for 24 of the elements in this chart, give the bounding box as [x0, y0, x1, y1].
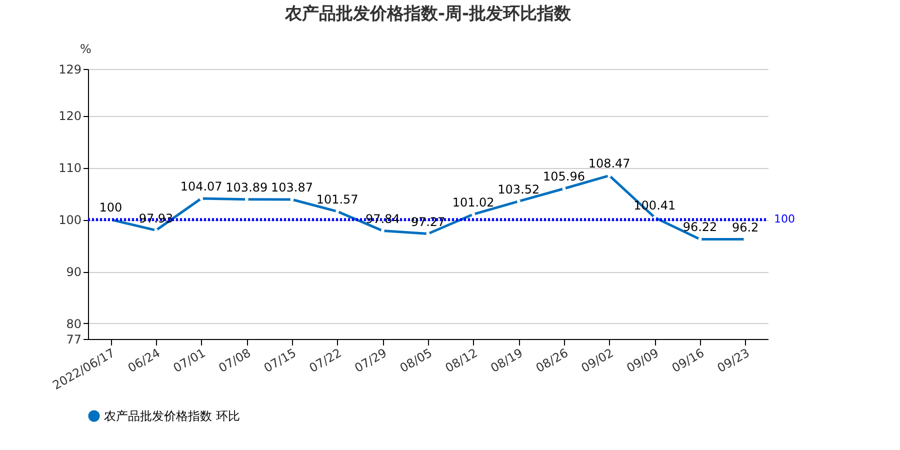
y-axis-title: % [80, 42, 92, 56]
data-label: 97.84 [365, 212, 400, 226]
chart-title: 农产品批发价格指数-周-批发环比指数 [284, 4, 572, 24]
data-label: 105.96 [543, 170, 585, 184]
data-label: 101.57 [316, 192, 358, 206]
y-tick-label: 110 [58, 161, 82, 176]
y-tick-label: 129 [58, 62, 82, 76]
y-tick-label: 90 [66, 265, 82, 279]
data-label: 96.2 [732, 220, 759, 234]
data-label: 100 [99, 200, 122, 215]
y-tick-label: 120 [58, 109, 82, 124]
data-label: 104.07 [180, 179, 222, 194]
data-label: 101.02 [452, 195, 494, 210]
data-label: 97.27 [410, 214, 446, 229]
data-label: 103.89 [226, 180, 268, 194]
y-tick-label: 100 [58, 213, 82, 228]
legend-label: 农产品批发价格指数 环比 [104, 409, 240, 423]
data-label: 103.52 [498, 182, 540, 196]
data-label: 96.22 [682, 220, 718, 234]
y-tick-label: 77 [66, 332, 82, 346]
data-label: 103.87 [271, 180, 313, 194]
data-label: 108.47 [588, 156, 630, 171]
ref-line-label: 100 [774, 212, 795, 226]
y-tick-label: 80 [66, 316, 82, 331]
